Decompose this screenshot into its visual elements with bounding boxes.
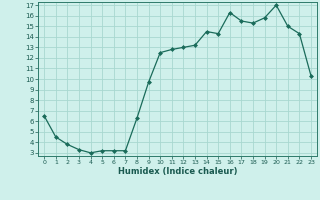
X-axis label: Humidex (Indice chaleur): Humidex (Indice chaleur) [118,167,237,176]
